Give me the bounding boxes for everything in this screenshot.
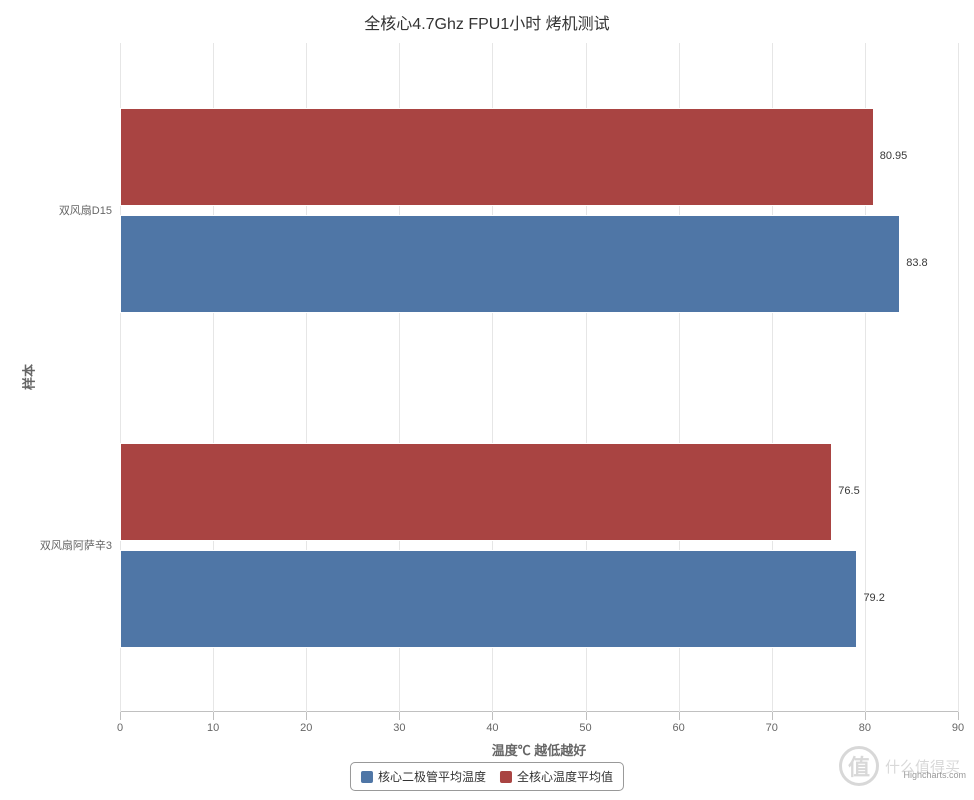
x-tick-label: 20 — [300, 722, 312, 734]
legend-item[interactable]: 全核心温度平均值 — [500, 768, 613, 785]
x-tick-label: 30 — [393, 722, 405, 734]
legend-swatch — [361, 771, 373, 783]
watermark: 值 什么值得买 — [839, 746, 960, 786]
x-tick-mark — [492, 712, 493, 720]
bar-value-label: 76.5 — [838, 485, 859, 497]
legend-label: 全核心温度平均值 — [517, 768, 613, 785]
x-tick-label: 0 — [117, 722, 123, 734]
gridline — [958, 43, 959, 712]
x-axis-title: 温度℃ 越低越好 — [492, 740, 587, 759]
x-tick-mark — [120, 712, 121, 720]
legend-item[interactable]: 核心二极管平均温度 — [361, 768, 486, 785]
x-tick-label: 90 — [952, 722, 964, 734]
watermark-icon: 值 — [839, 746, 879, 786]
x-tick-mark — [586, 712, 587, 720]
bar[interactable] — [120, 443, 832, 542]
bar-value-label: 83.8 — [906, 257, 927, 269]
y-category-label: 双风扇D15 — [59, 202, 112, 218]
x-tick-mark — [958, 712, 959, 720]
x-axis-line — [120, 711, 958, 712]
x-tick-label: 70 — [766, 722, 778, 734]
bar-value-label: 79.2 — [863, 592, 884, 604]
x-tick-mark — [399, 712, 400, 720]
x-tick-label: 10 — [207, 722, 219, 734]
bar[interactable] — [120, 108, 874, 207]
credits-link[interactable]: Highcharts.com — [903, 770, 966, 780]
x-tick-mark — [772, 712, 773, 720]
x-tick-label: 80 — [859, 722, 871, 734]
plot-area — [120, 42, 958, 712]
y-axis-title: 样本 — [19, 364, 38, 390]
legend-swatch — [500, 771, 512, 783]
chart-title: 全核心4.7Ghz FPU1小时 烤机测试 — [0, 10, 974, 34]
x-tick-label: 50 — [579, 722, 591, 734]
x-tick-mark — [213, 712, 214, 720]
x-tick-label: 40 — [486, 722, 498, 734]
y-category-label: 双风扇阿萨辛3 — [40, 537, 112, 553]
legend-label: 核心二极管平均温度 — [378, 768, 486, 785]
x-tick-label: 60 — [673, 722, 685, 734]
x-tick-mark — [865, 712, 866, 720]
bar[interactable] — [120, 215, 900, 314]
legend: 核心二极管平均温度 全核心温度平均值 — [350, 762, 624, 791]
x-tick-mark — [679, 712, 680, 720]
x-tick-mark — [306, 712, 307, 720]
bar[interactable] — [120, 550, 857, 649]
bar-value-label: 80.95 — [880, 150, 908, 162]
